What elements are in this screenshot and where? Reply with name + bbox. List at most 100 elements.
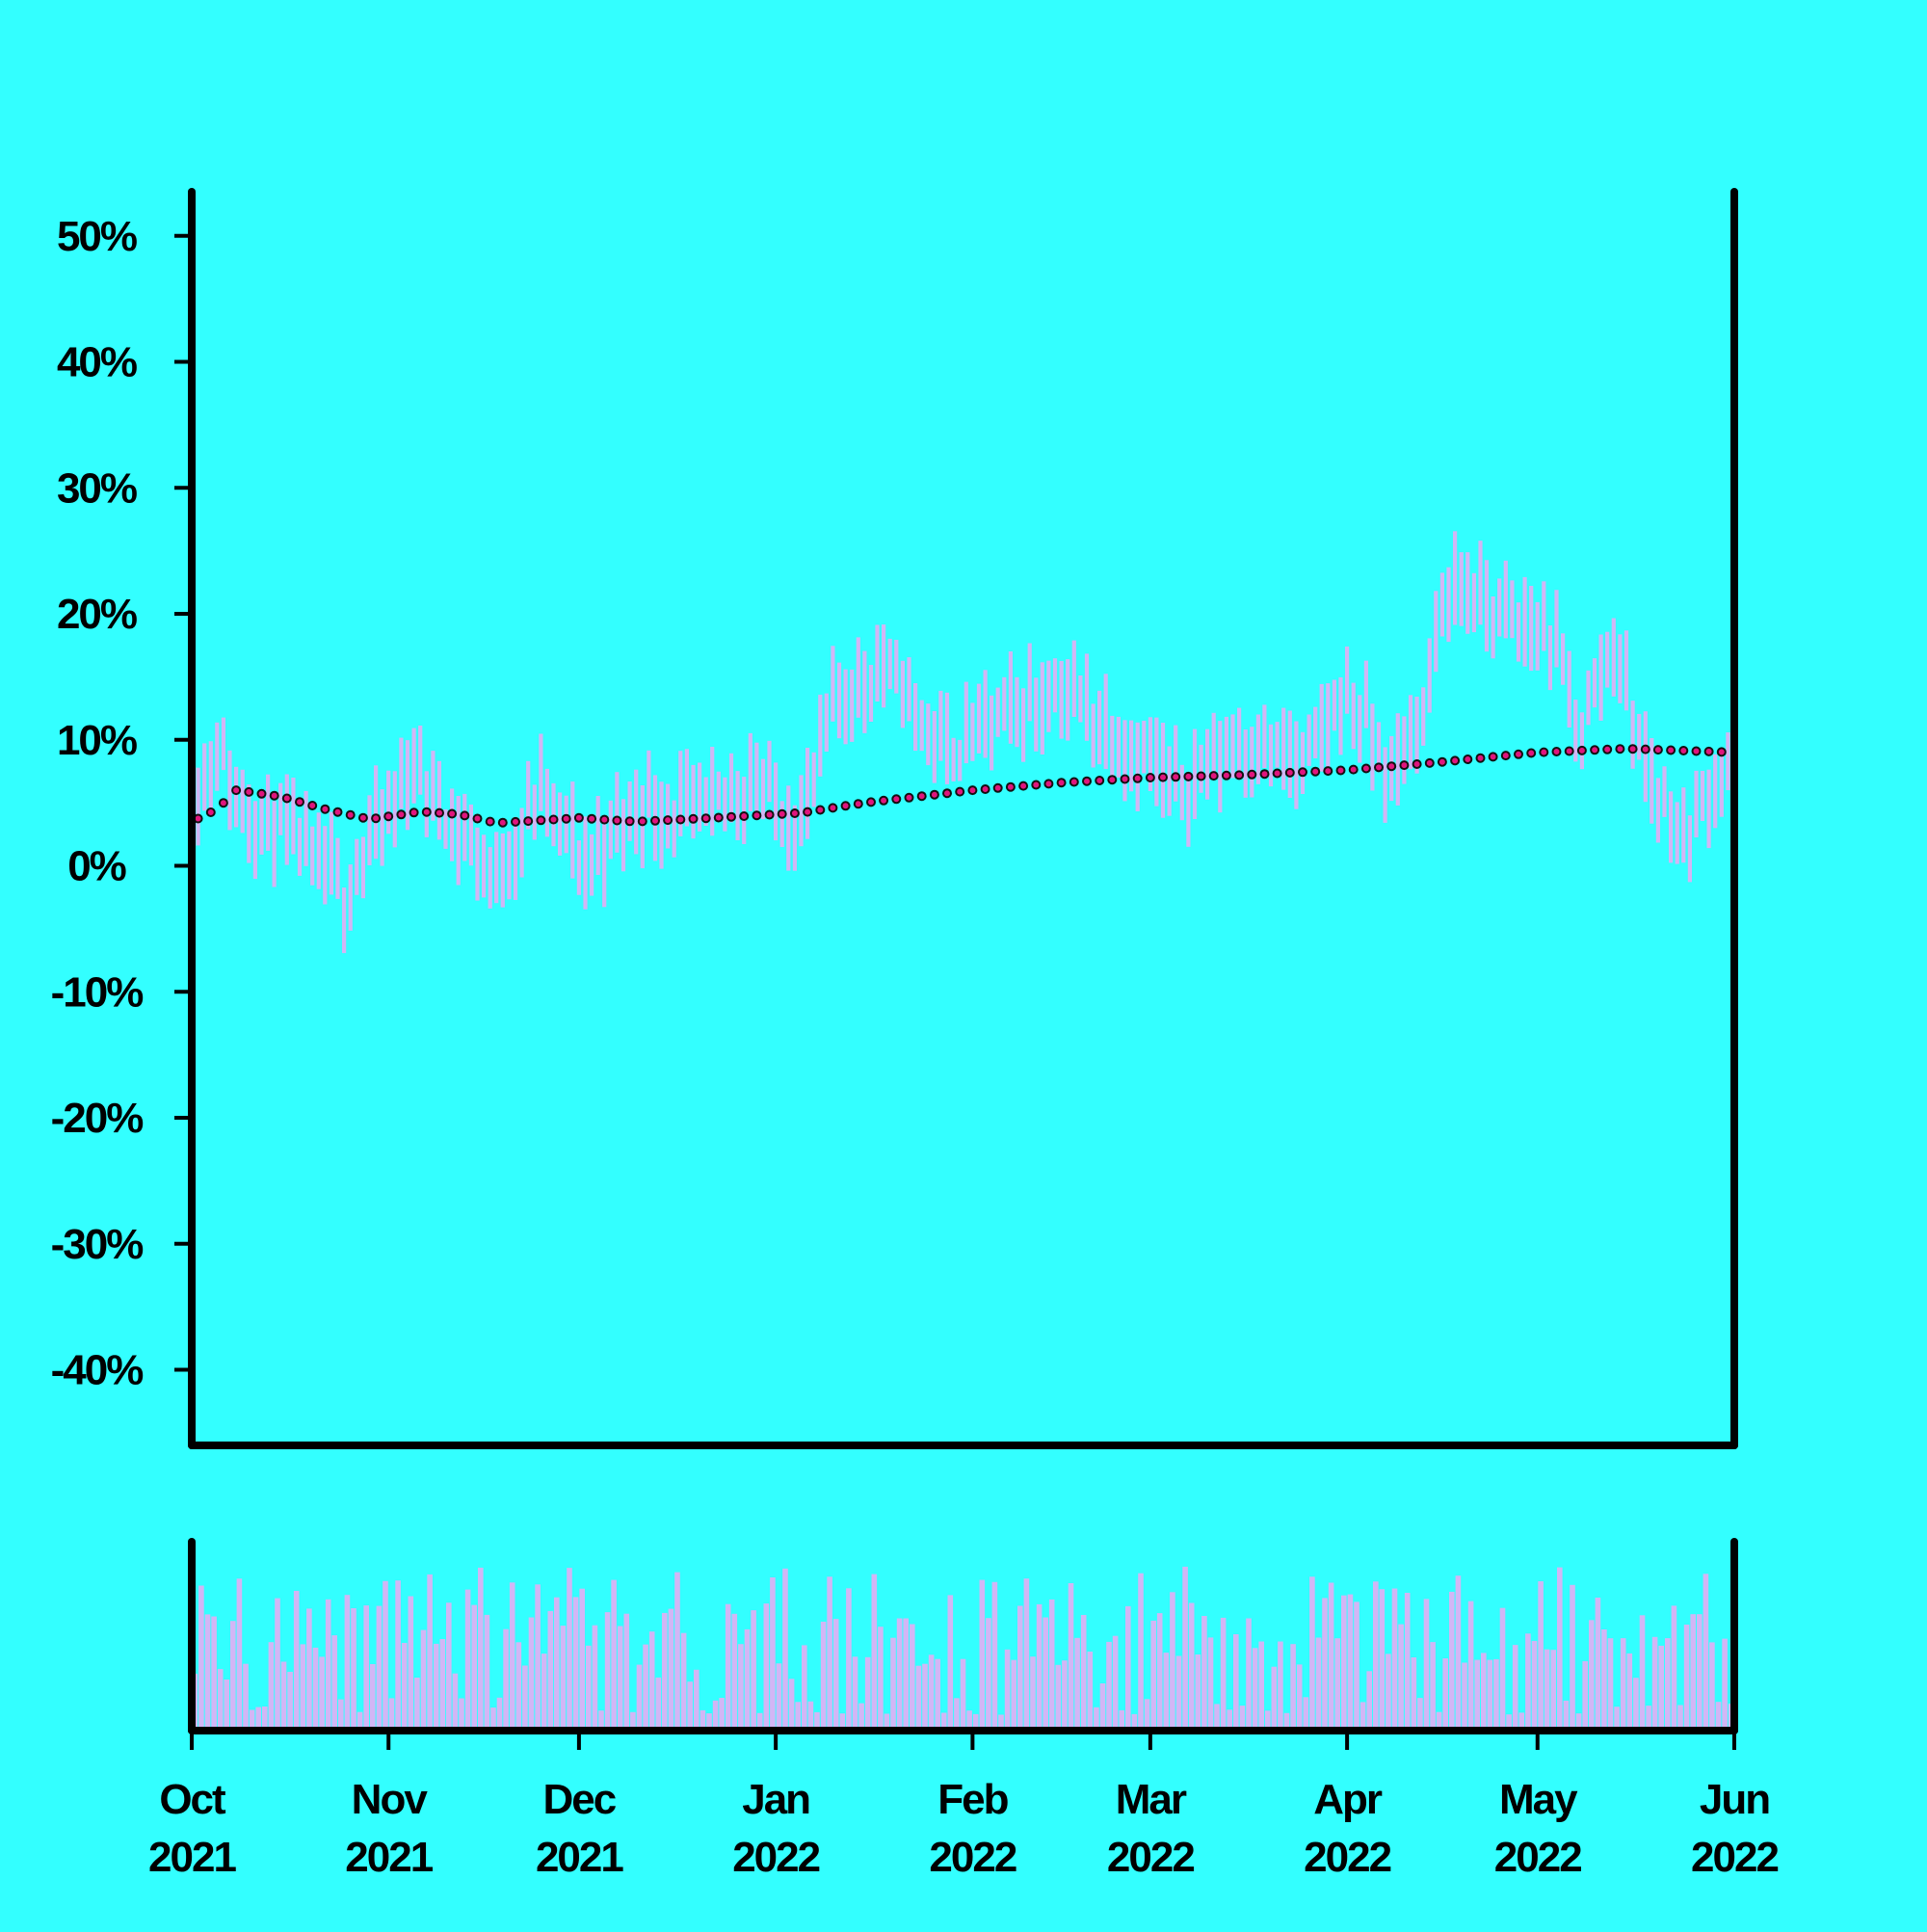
price-bar bbox=[234, 766, 239, 828]
y-tick-label: 30% bbox=[57, 464, 137, 512]
price-bar bbox=[443, 808, 448, 849]
price-bar bbox=[1300, 731, 1306, 794]
price-bar bbox=[760, 758, 766, 820]
moving-average-point bbox=[1069, 777, 1079, 787]
volume-bar bbox=[807, 1701, 814, 1731]
volume-bar bbox=[979, 1579, 986, 1731]
moving-average-point bbox=[777, 808, 787, 819]
price-bar bbox=[1579, 712, 1584, 770]
price-bar bbox=[1021, 688, 1026, 762]
moving-average-point bbox=[1196, 771, 1206, 781]
volume-bar bbox=[1683, 1625, 1690, 1731]
volume-bar bbox=[1112, 1635, 1119, 1731]
price-bar bbox=[329, 811, 333, 895]
moving-average-point bbox=[1132, 773, 1143, 783]
price-bar bbox=[1122, 720, 1127, 802]
volume-bar bbox=[312, 1647, 319, 1731]
volume-bar bbox=[319, 1656, 325, 1731]
price-bar bbox=[1700, 771, 1705, 821]
volume-bar bbox=[1106, 1641, 1112, 1731]
y-tick-label: -40% bbox=[51, 1347, 144, 1394]
price-bar bbox=[990, 695, 994, 771]
price-bar bbox=[1655, 778, 1660, 843]
moving-average-point bbox=[1234, 770, 1245, 781]
price-bar bbox=[1148, 717, 1152, 791]
volume-bar bbox=[572, 1597, 579, 1731]
volume-bar bbox=[1467, 1601, 1474, 1731]
price-bar bbox=[564, 795, 568, 854]
moving-average-point bbox=[1120, 774, 1130, 784]
moving-average-point bbox=[1374, 762, 1384, 773]
volume-bar bbox=[820, 1622, 827, 1731]
price-bar bbox=[836, 662, 842, 739]
volume-bar bbox=[1195, 1654, 1201, 1731]
price-bar bbox=[1681, 787, 1686, 863]
price-bar bbox=[786, 785, 791, 871]
price-bar bbox=[1611, 618, 1616, 697]
price-bar bbox=[291, 778, 296, 855]
volume-bar bbox=[541, 1654, 547, 1731]
axes-layer bbox=[188, 188, 1738, 1734]
volume-bar bbox=[331, 1635, 337, 1731]
moving-average-point bbox=[1335, 765, 1346, 776]
volume-bar bbox=[915, 1665, 922, 1731]
volume-bar bbox=[1690, 1614, 1696, 1731]
price-bar bbox=[1250, 727, 1254, 798]
moving-average-point bbox=[1183, 771, 1194, 781]
volume-bar bbox=[896, 1618, 903, 1731]
volume-bar bbox=[1252, 1648, 1258, 1731]
volume-bar bbox=[617, 1626, 623, 1731]
moving-average-point bbox=[447, 808, 458, 819]
price-bar bbox=[1598, 634, 1603, 721]
moving-average-point bbox=[332, 807, 343, 817]
price-bar bbox=[900, 660, 905, 728]
volume-bar bbox=[496, 1697, 503, 1731]
volume-bar bbox=[725, 1603, 731, 1731]
volume-bar bbox=[408, 1596, 414, 1731]
moving-average-point bbox=[1424, 757, 1435, 768]
volume-bar bbox=[1030, 1656, 1036, 1731]
price-bar bbox=[850, 669, 855, 742]
volume-bar bbox=[1481, 1653, 1487, 1731]
price-bar bbox=[1071, 640, 1076, 717]
price-bar bbox=[259, 794, 264, 855]
volume-bar bbox=[1506, 1714, 1512, 1731]
price-bar bbox=[1326, 683, 1331, 770]
moving-average-point bbox=[1018, 781, 1029, 791]
volume-bar bbox=[1322, 1598, 1328, 1731]
volume-bar bbox=[293, 1591, 300, 1731]
volume-bar bbox=[446, 1602, 452, 1731]
volume-bar bbox=[1544, 1649, 1550, 1731]
moving-average-point bbox=[675, 814, 686, 825]
price-bar bbox=[875, 624, 880, 701]
volume-bar bbox=[1011, 1659, 1016, 1731]
price-bar bbox=[868, 665, 874, 722]
moving-average-point bbox=[472, 813, 483, 824]
price-bar bbox=[380, 789, 384, 866]
moving-average-point bbox=[1259, 769, 1270, 780]
volume-bar bbox=[1214, 1704, 1220, 1731]
moving-average-point bbox=[1348, 764, 1359, 775]
volume-bar bbox=[960, 1658, 966, 1731]
price-bar bbox=[1034, 677, 1039, 752]
moving-average-point bbox=[1386, 761, 1397, 772]
moving-average-point bbox=[1514, 749, 1523, 759]
volume-bar bbox=[464, 1589, 471, 1731]
x-tick-year-label: 2021 bbox=[345, 1834, 433, 1881]
volume-bar bbox=[1334, 1638, 1340, 1731]
price-bar bbox=[862, 650, 867, 733]
moving-average-point bbox=[371, 813, 382, 824]
volume-bar bbox=[249, 1709, 255, 1731]
price-bar bbox=[1097, 690, 1102, 765]
price-bar bbox=[602, 824, 607, 908]
price-bar bbox=[1706, 769, 1711, 849]
volume-bar bbox=[795, 1702, 801, 1731]
volume-bar bbox=[839, 1713, 846, 1731]
volume-bar bbox=[401, 1643, 408, 1731]
moving-average-point bbox=[281, 793, 292, 804]
price-bar bbox=[221, 717, 225, 771]
price-bar bbox=[634, 769, 639, 855]
volume-bar bbox=[700, 1709, 706, 1731]
volume-bar bbox=[471, 1604, 477, 1731]
volume-bar bbox=[1366, 1671, 1372, 1731]
